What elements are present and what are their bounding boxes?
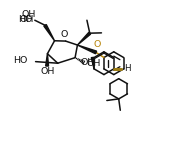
Text: O: O	[60, 30, 68, 39]
Polygon shape	[46, 54, 48, 66]
Text: OH: OH	[40, 67, 55, 76]
Text: HO: HO	[13, 56, 28, 65]
Text: OH: OH	[80, 58, 95, 67]
Polygon shape	[91, 57, 94, 69]
Text: OH: OH	[86, 59, 101, 68]
Text: H: H	[124, 64, 131, 73]
Polygon shape	[44, 24, 55, 41]
Polygon shape	[78, 45, 97, 54]
Text: O: O	[94, 40, 101, 49]
Polygon shape	[78, 32, 91, 45]
Text: OH: OH	[21, 10, 36, 19]
Text: OH: OH	[20, 15, 34, 24]
Text: HO: HO	[18, 15, 33, 24]
